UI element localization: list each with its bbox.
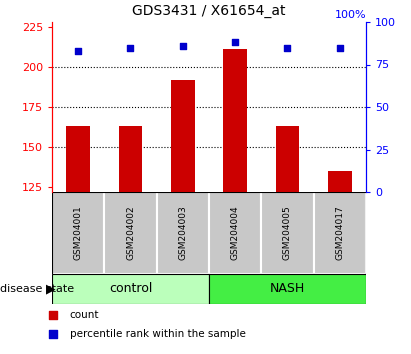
Bar (157, 192, 209, 274)
Point (180, 43, 186, 48)
Text: GSM204001: GSM204001 (74, 206, 83, 261)
Bar (314, 192, 366, 274)
Text: 100%: 100% (335, 10, 366, 20)
Bar (261, 192, 314, 274)
Bar (52, 192, 104, 274)
Point (127, 45, 134, 50)
Text: disease state: disease state (0, 284, 74, 294)
Bar (328, 171, 351, 192)
Text: percentile rank within the sample: percentile rank within the sample (70, 329, 246, 339)
Text: NASH: NASH (270, 282, 305, 296)
Bar (67, 126, 90, 192)
Text: GSM204005: GSM204005 (283, 206, 292, 261)
Text: ▶: ▶ (46, 282, 55, 296)
Text: GSM204004: GSM204004 (231, 206, 240, 260)
Text: GDS3431 / X61654_at: GDS3431 / X61654_at (132, 4, 286, 18)
Point (75, 48, 81, 54)
Bar (209, 192, 261, 274)
Point (232, 40, 238, 45)
Point (337, 45, 343, 50)
Point (284, 45, 291, 50)
Text: GSM204002: GSM204002 (126, 206, 135, 260)
Text: GSM204017: GSM204017 (335, 206, 344, 261)
Bar (171, 80, 194, 192)
Bar (224, 49, 247, 192)
Text: GSM204003: GSM204003 (178, 206, 187, 261)
Bar (52, 274, 209, 304)
Bar (209, 274, 366, 304)
Text: control: control (109, 282, 152, 296)
Bar (104, 192, 157, 274)
Bar (276, 126, 299, 192)
Text: count: count (70, 310, 99, 320)
Bar (119, 126, 142, 192)
